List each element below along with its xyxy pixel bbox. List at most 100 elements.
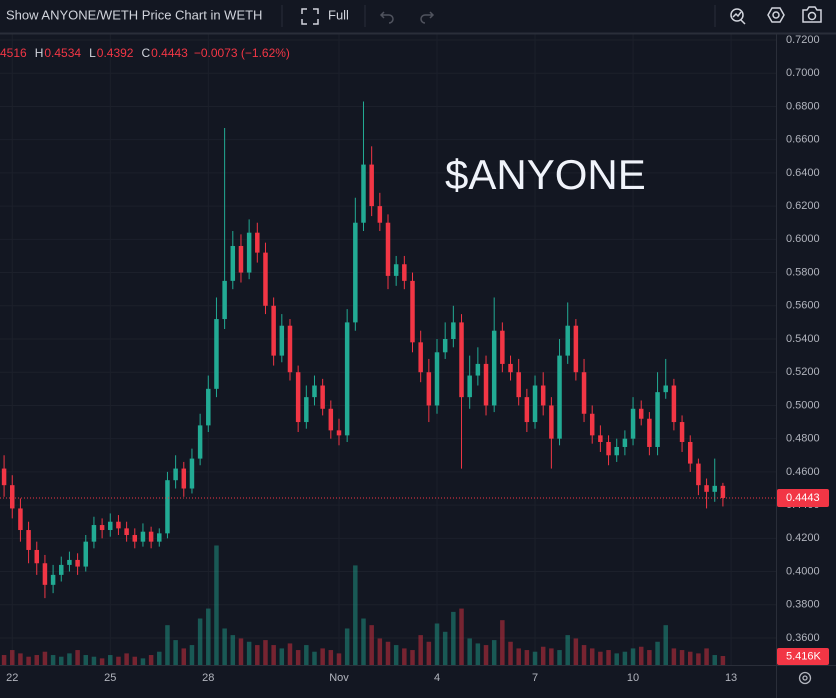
legend-value: 4516 <box>0 46 27 60</box>
axes: 0.7200 0.7000 0.6800 0.6600 0.6400 0.6200 0.60… <box>6 34 829 684</box>
y-tick-label: 0.3600 <box>786 632 820 644</box>
y-tick-label: 0.6400 <box>786 167 820 179</box>
candle-body <box>393 264 399 276</box>
candle-body <box>622 438 628 447</box>
candle-body <box>344 322 350 436</box>
volume-bar <box>410 650 415 665</box>
candle-body <box>173 468 178 481</box>
candle-body <box>524 397 530 423</box>
y-tick-label: 0.5400 <box>786 333 820 345</box>
candle-body <box>238 245 244 273</box>
camera-icon[interactable] <box>802 6 822 23</box>
candle-body <box>687 441 693 464</box>
x-tick-label: 13 <box>725 672 737 684</box>
candle-body <box>361 164 366 223</box>
volume-bar <box>116 656 121 665</box>
candle-body <box>426 372 432 406</box>
candle-body <box>589 413 595 436</box>
volume-bar <box>124 653 129 665</box>
candle-body <box>451 322 456 339</box>
candle-body <box>671 385 677 423</box>
x-tick-label: 28 <box>202 672 214 684</box>
volume-bar <box>18 653 23 665</box>
candle-body <box>647 418 652 447</box>
undo-icon[interactable] <box>379 11 394 24</box>
candle-body <box>402 264 407 281</box>
candle-body <box>336 430 342 436</box>
legend-label: L <box>89 46 96 60</box>
candle-body <box>696 463 701 486</box>
candle-body <box>720 485 726 498</box>
toolbar <box>0 0 836 33</box>
volume-bar <box>1 655 7 665</box>
volume-bar <box>565 635 570 665</box>
candle-body <box>18 508 23 531</box>
full-button[interactable]: Full <box>328 7 349 22</box>
candle-body <box>67 559 72 565</box>
toolbar-title[interactable]: Show ANYONE/WETH Price Chart in WETH <box>6 7 262 22</box>
volume-bar <box>214 545 219 665</box>
candle-body <box>116 521 121 529</box>
volume-bar <box>426 641 432 665</box>
volume-bar <box>246 641 252 665</box>
volume-bar <box>295 650 301 665</box>
y-tick-label: 0.6600 <box>786 134 820 146</box>
candle-body <box>222 280 227 320</box>
candle-body <box>189 458 195 489</box>
candle-body <box>500 330 505 364</box>
volume-bar <box>622 651 628 665</box>
candle-body <box>287 325 293 373</box>
fullscreen-icon[interactable] <box>301 8 319 25</box>
volume-bar <box>418 635 423 665</box>
volume-bar <box>402 648 407 665</box>
volume-bar <box>467 638 472 665</box>
candle-body <box>312 385 317 398</box>
candle-body <box>638 408 644 419</box>
candle-body <box>491 330 497 406</box>
volume-bar <box>157 651 162 665</box>
candle-body <box>59 564 64 575</box>
volume-bar <box>549 648 554 665</box>
candle-body <box>148 531 154 542</box>
settings-icon[interactable] <box>767 7 785 23</box>
x-tick-label: Nov <box>329 672 349 684</box>
volume-bar <box>696 653 701 665</box>
volume-bar <box>50 655 56 665</box>
volume-bar <box>377 638 383 665</box>
indicator-icon[interactable] <box>730 8 746 25</box>
volume-bar <box>271 645 276 665</box>
volume-bar <box>222 628 227 665</box>
candle-body <box>663 385 668 393</box>
redo-icon[interactable] <box>420 11 435 24</box>
plot <box>0 101 776 665</box>
volume-bar <box>434 623 440 665</box>
axis-settings-icon[interactable] <box>798 671 812 685</box>
y-tick-label: 0.4200 <box>786 532 820 544</box>
volume-bar <box>475 643 481 665</box>
volume-bar <box>75 650 80 665</box>
volume-bar <box>508 641 513 665</box>
legend-label: C <box>141 46 150 60</box>
volume-bar <box>557 650 562 665</box>
y-tick-label: 0.6800 <box>786 100 820 112</box>
candle-body <box>573 325 579 373</box>
volume-bar <box>483 645 489 665</box>
candle-body <box>320 385 325 409</box>
volume-bar <box>140 658 146 665</box>
volume-bar <box>589 648 595 665</box>
candle-body <box>26 530 31 550</box>
candle-body <box>369 164 374 207</box>
candle-body <box>75 559 80 567</box>
volume-bar <box>704 648 709 665</box>
candle-body <box>230 245 236 281</box>
volume-bar <box>687 651 693 665</box>
candle-body <box>598 435 603 442</box>
volume-bar <box>491 640 497 665</box>
candle-body <box>246 232 252 273</box>
volume-bar <box>165 625 170 665</box>
candle-body <box>34 549 40 564</box>
volume-bar <box>287 643 293 665</box>
volume-bar <box>353 565 358 665</box>
candle-body <box>377 206 383 223</box>
